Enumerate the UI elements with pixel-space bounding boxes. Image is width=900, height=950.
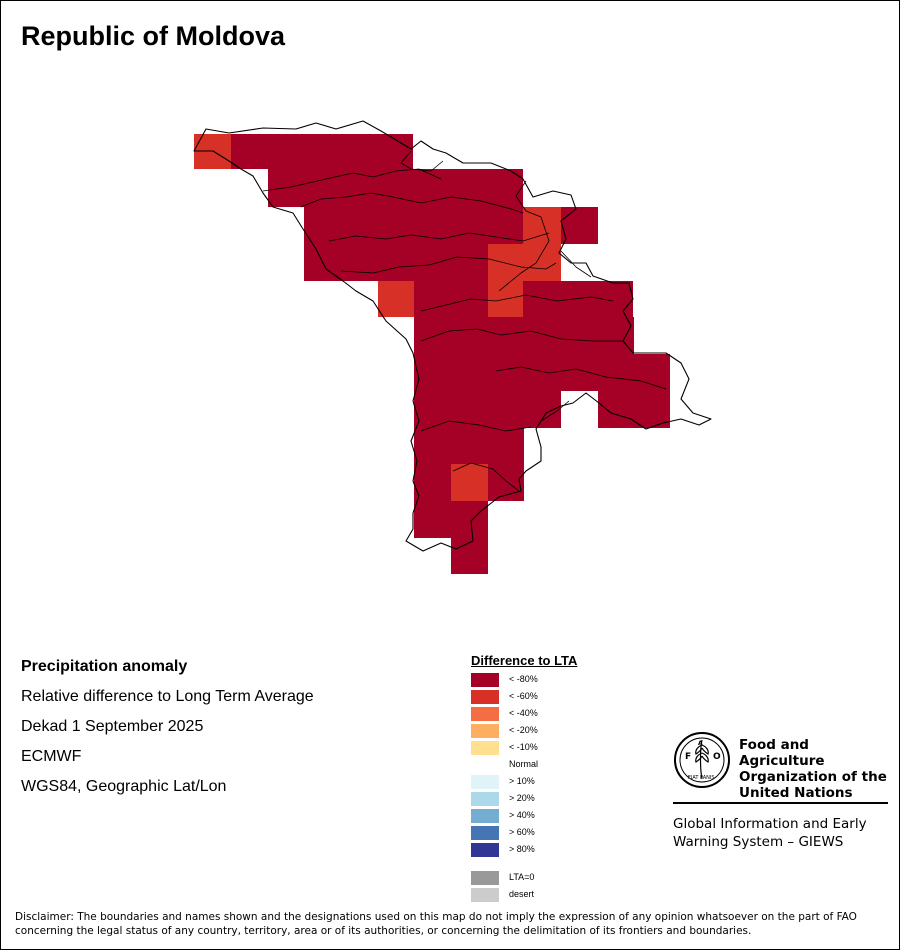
fao-name: Food and Agriculture Organization of the… — [739, 737, 889, 801]
info-heading: Precipitation anomaly — [21, 658, 188, 675]
svg-text:FIAT PANIS: FIAT PANIS — [688, 775, 715, 781]
grid-cell — [414, 317, 634, 354]
info-subtitle: Relative difference to Long Term Average — [21, 688, 314, 705]
fao-logo-icon: F O A FIAT PANIS — [674, 732, 730, 788]
info-source: ECMWF — [21, 748, 82, 765]
legend-swatch — [471, 724, 499, 738]
legend: Difference to LTA < -80% < -60% < -40% < -2… — [471, 653, 578, 902]
grid-cell — [414, 464, 451, 501]
district-boundaries — [262, 150, 667, 492]
grid-cell — [268, 169, 523, 207]
svg-text:A: A — [698, 740, 703, 747]
anomaly-grid — [194, 134, 670, 574]
legend-label: < -40% — [509, 708, 538, 718]
legend-swatch — [471, 809, 499, 823]
fao-name-line: Organization of the — [739, 769, 887, 785]
disclaimer: Disclaimer: The boundaries and names sho… — [15, 910, 891, 938]
grid-cell — [598, 391, 670, 428]
legend-swatch — [471, 707, 499, 721]
legend-label: desert — [509, 889, 535, 899]
legend-swatch — [471, 792, 499, 806]
legend-swatch — [471, 888, 499, 902]
legend-label: > 40% — [509, 810, 535, 820]
fao-name-line: Food and Agriculture — [739, 737, 825, 769]
grid-cell — [561, 207, 598, 244]
legend-label: < -80% — [509, 674, 538, 684]
legend-label: < -10% — [509, 742, 538, 752]
map-title: Republic of Moldova — [21, 21, 286, 51]
grid-cell — [451, 464, 488, 501]
legend-swatch — [471, 871, 499, 885]
grid-cell — [451, 538, 488, 574]
legend-label: > 10% — [509, 776, 535, 786]
legend-label: > 20% — [509, 793, 535, 803]
legend-swatch — [471, 843, 499, 857]
svg-text:O: O — [713, 752, 721, 762]
grid-cell — [414, 354, 670, 391]
grid-cell — [231, 134, 413, 169]
legend-swatch — [471, 775, 499, 789]
legend-swatch — [471, 673, 499, 687]
country-boundary — [193, 120, 712, 552]
grid-cell — [488, 244, 561, 281]
fao-divider — [673, 802, 888, 804]
legend-swatch — [471, 741, 499, 755]
grid-cell — [304, 207, 534, 244]
grid-cell — [378, 281, 414, 317]
anomaly-map — [193, 120, 712, 574]
info-projection: WGS84, Geographic Lat/Lon — [21, 778, 227, 795]
legend-label: < -20% — [509, 725, 538, 735]
legend-label: < -60% — [509, 691, 538, 701]
fao-name-line: United Nations — [739, 785, 853, 801]
map-info: Precipitation anomaly Relative differenc… — [21, 657, 314, 807]
grid-cell — [414, 501, 488, 538]
grid-cell — [414, 391, 561, 428]
legend-label: LTA=0 — [509, 872, 535, 882]
grid-cell — [414, 281, 488, 317]
legend-swatch — [471, 690, 499, 704]
legend-swatch — [471, 758, 499, 772]
grid-cell — [523, 207, 561, 244]
legend-label: Normal — [509, 759, 539, 769]
legend-title: Difference to LTA — [471, 653, 578, 668]
info-period: Dekad 1 September 2025 — [21, 718, 204, 735]
giews-label: Global Information and Early Warning Sys… — [673, 815, 867, 851]
grid-cell — [414, 428, 524, 464]
giews-line: Global Information and Early — [673, 816, 867, 832]
legend-swatch — [471, 826, 499, 840]
legend-label: > 60% — [509, 827, 535, 837]
legend-label: > 80% — [509, 844, 535, 854]
giews-line: Warning System – GIEWS — [673, 834, 844, 850]
disclaimer-line: Disclaimer: The boundaries and names sho… — [15, 911, 857, 923]
grid-cell — [523, 281, 633, 317]
svg-text:F: F — [685, 752, 691, 762]
grid-cell — [304, 244, 488, 281]
disclaimer-line: concerning the legal status of any count… — [15, 925, 752, 937]
